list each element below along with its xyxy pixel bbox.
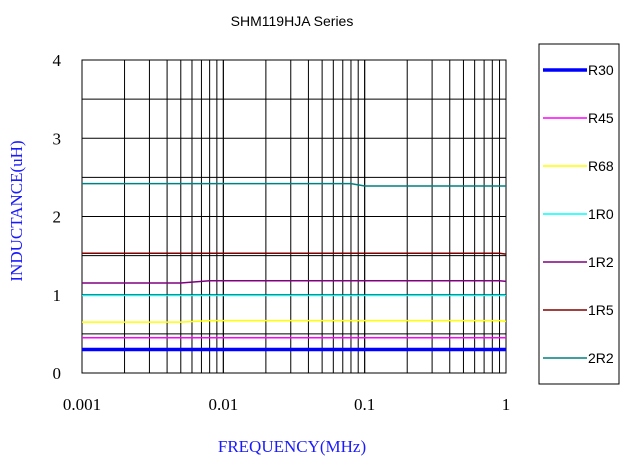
chart-title: SHM119HJA Series (231, 13, 354, 29)
series-line-1r2 (82, 279, 507, 284)
series-line-2r2 (82, 182, 506, 187)
legend: R30 R45 R68 1R0 1R2 1R5 2R2 (538, 43, 620, 385)
x-tick-label: 0.01 (208, 395, 238, 414)
series-line-1r5 (82, 252, 507, 255)
x-axis-label: FREQUENCY(MHz) (218, 437, 366, 456)
y-tick-label: 4 (53, 51, 62, 70)
y-tick-label: 2 (53, 208, 62, 227)
legend-label-2r2: 2R2 (588, 350, 614, 366)
legend-label-r45: R45 (588, 110, 614, 126)
legend-label-r68: R68 (588, 158, 614, 174)
y-tick-label: 3 (53, 129, 62, 148)
series-lines (82, 182, 507, 352)
y-tick-label: 0 (53, 364, 62, 383)
x-tick-label: 0.1 (354, 395, 375, 414)
x-tick-label: 1 (502, 395, 511, 414)
legend-label-1r0: 1R0 (588, 206, 614, 222)
y-tick-label: 1 (53, 286, 62, 305)
grid (81, 59, 507, 374)
plot-frame (81, 59, 507, 374)
legend-label-1r5: 1R5 (588, 302, 614, 318)
legend-label-1r2: 1R2 (588, 254, 614, 270)
legend-label-r30: R30 (588, 62, 614, 78)
series-line-r68 (82, 319, 507, 323)
tick-labels: 0.001 0.01 0.1 1 0 1 2 3 4 (53, 51, 511, 414)
y-axis-label: INDUCTANCE(uH) (7, 140, 26, 281)
x-tick-label: 0.001 (63, 395, 101, 414)
